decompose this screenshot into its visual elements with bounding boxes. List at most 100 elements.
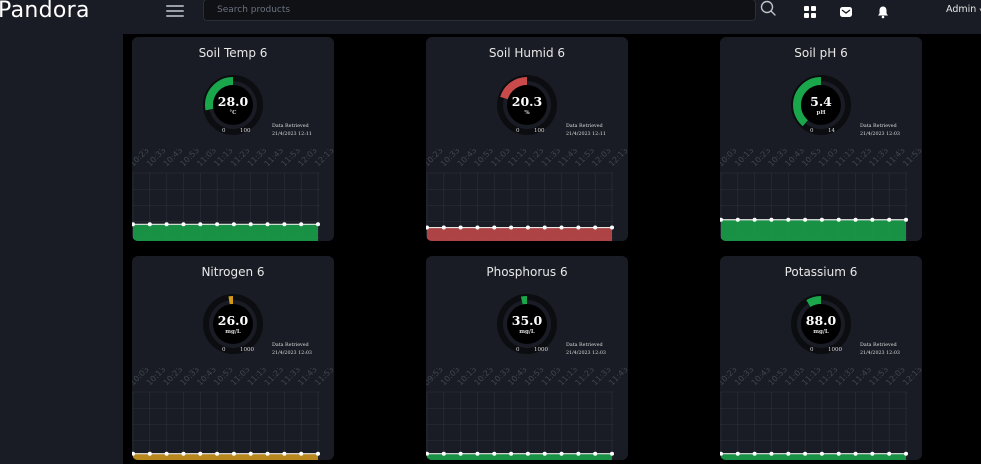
gauge [497,75,557,135]
series-point [426,451,429,456]
sensor-card: Potassium 6 88.0 mg/L 0 1000 Data Retrieved 21… [720,256,922,460]
series-point [870,217,875,222]
series-point [720,451,723,456]
series-point [248,222,253,227]
series-point [559,451,564,456]
series-point [904,451,908,456]
series-point [231,451,236,456]
retrieved-time: 21/4/2023 12:11 [272,132,312,137]
gauge [203,294,263,354]
sensor-card: Nitrogen 6 26.0 mg/L 0 1000 Data Retrieved 21/… [132,256,334,460]
series-point [542,451,547,456]
series-point [803,451,808,456]
gauge-value: 5.4 [810,94,832,109]
sensor-card: Soil pH 6 5.4 pH 0 14 Data Retrieved 21/4/2023… [720,37,922,241]
series-point [458,451,463,456]
card-title: Soil pH 6 [794,46,848,60]
gauge-min: 0 [516,347,520,353]
series-point [853,217,858,222]
series-area [721,219,906,241]
trend-chart: 10:2310:3310:4310:5311:0311:1311:2311:33… [426,149,628,241]
series-point [248,451,253,456]
series-point [265,451,270,456]
retrieved-time: 21/4/2023 12:03 [860,351,900,356]
series-point [198,451,203,456]
series-area [133,224,318,241]
series-area [427,453,612,460]
series-point [904,217,908,222]
gauge [497,294,557,354]
retrieved-label: Data Retrieved [566,343,603,348]
series-point [887,217,892,222]
gauge-fill [793,77,849,133]
series-point [265,222,270,227]
series-point [215,451,220,456]
series-point [525,225,530,230]
series-point [576,225,581,230]
brand-logo[interactable]: Pandora [0,0,90,23]
retrieved-time: 21/4/2023 12:03 [860,132,900,137]
series-point [147,451,152,456]
retrieved-time: 21/4/2023 12:03 [272,351,312,356]
series-area [133,453,318,460]
bell-icon[interactable] [876,5,890,19]
series-point [492,225,497,230]
series-point [282,222,287,227]
series-point [593,451,598,456]
apps-grid-icon[interactable] [803,5,817,19]
gauge-fill [499,77,555,133]
series-point [735,217,740,222]
retrieved-label: Data Retrieved [272,343,309,348]
series-point [803,217,808,222]
gauge [203,75,263,135]
series-point [282,451,287,456]
series-point [786,451,791,456]
series-point [509,451,514,456]
series-point [836,217,841,222]
series-point [198,222,203,227]
series-point [786,217,791,222]
series-point [231,222,236,227]
series-point [593,225,598,230]
card-title: Potassium 6 [784,265,858,279]
retrieved-time: 21/4/2023 12:11 [566,132,606,137]
retrieved-time: 21/4/2023 12:03 [566,351,606,356]
gauge-min: 0 [516,128,520,134]
gauge-value: 20.3 [511,94,543,109]
trend-chart: 10:0310:1310:2310:3310:4310:5311:0311:13… [720,149,922,241]
series-point [720,217,723,222]
card-title: Soil Temp 6 [198,46,268,60]
search-input[interactable] [203,0,756,21]
gauge-value: 28.0 [217,94,249,109]
retrieved-label: Data Retrieved [566,124,603,129]
sensor-card: Soil Humid 6 20.3% 0 100 Data Retrieved 21/4/… [426,37,628,241]
series-point [299,222,304,227]
series-point [458,225,463,230]
retrieved-info: Data Retrieved 21/4/2023 12:03 [860,123,900,139]
gauge-unit: mg/L [813,329,829,335]
gauge [791,75,851,135]
trend-chart: 09:5310:0310:1310:2310:3310:4310:5311:03… [426,368,628,460]
series-point [132,451,135,456]
gauge-max: 1000 [240,347,254,353]
series-point [316,451,320,456]
series-point [181,222,186,227]
gauge-fill [499,296,555,352]
series-point [475,225,480,230]
series-point [887,451,892,456]
series-point [132,222,135,227]
retrieved-label: Data Retrieved [860,124,897,129]
gauge [791,294,851,354]
gauge-min: 0 [222,128,226,134]
series-point [542,225,547,230]
search-icon[interactable] [759,0,777,17]
gauge-unit: pH [816,110,826,116]
mail-icon[interactable] [839,5,853,19]
series-point [147,222,152,227]
gauge-unit: % [524,110,530,116]
user-menu[interactable]: Admin ▾ [946,4,981,15]
menu-toggle-icon[interactable] [166,5,184,19]
gauge-max: 100 [240,128,251,134]
gauge-unit: mg/L [225,329,241,335]
